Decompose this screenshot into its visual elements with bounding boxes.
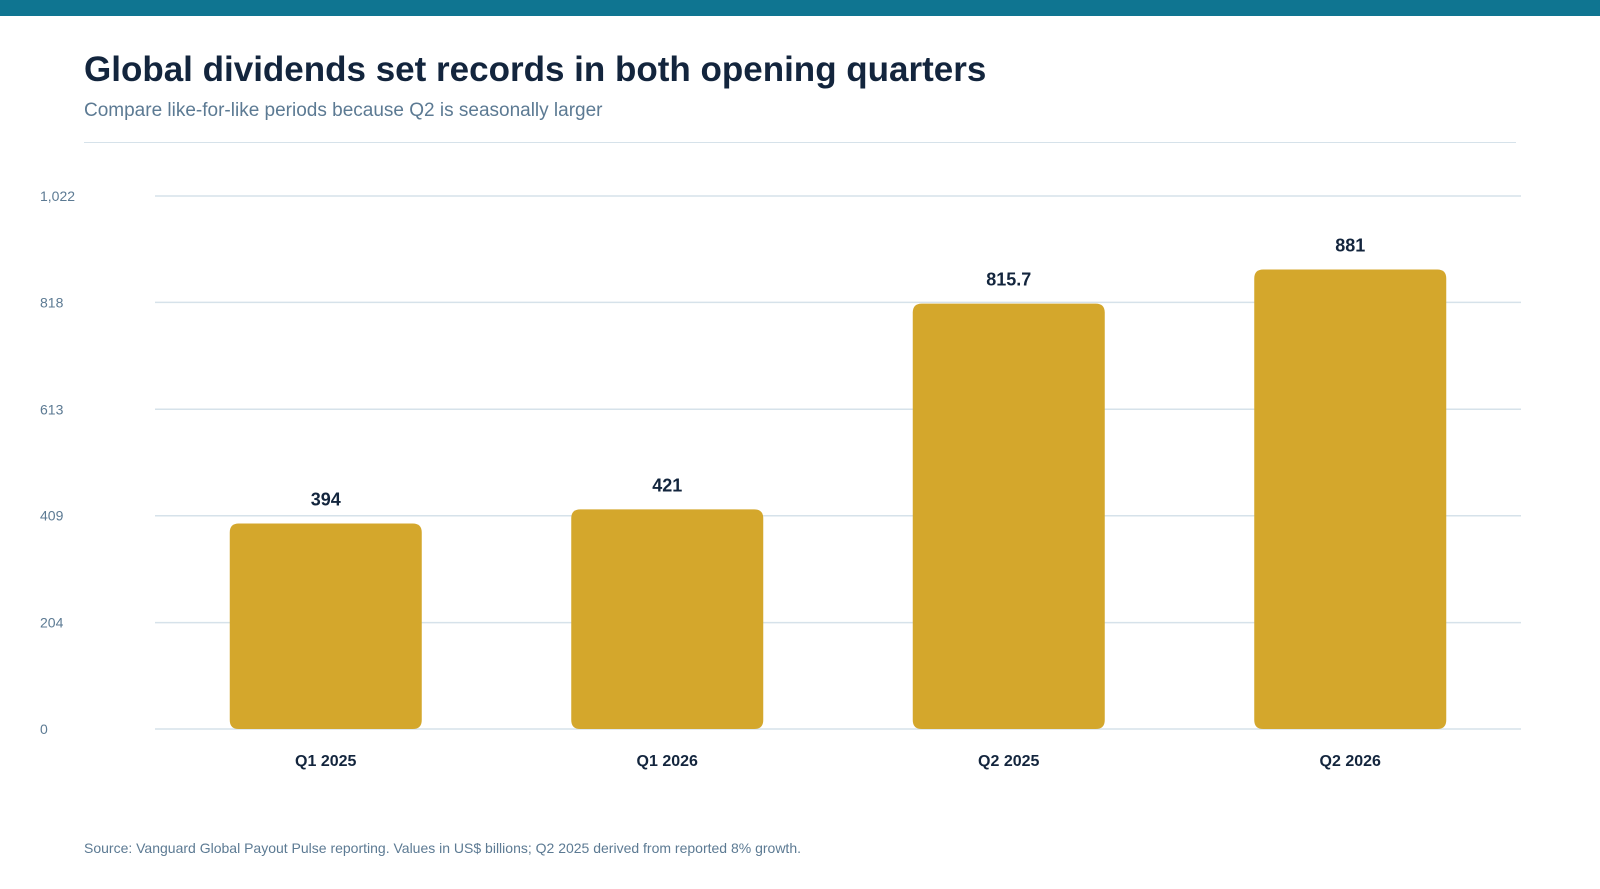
data-label: 421: [652, 475, 682, 495]
y-axis-ticks: 0 204 409 613 818 1,022: [40, 188, 75, 737]
y-tick-label: 409: [40, 508, 64, 524]
y-tick-label: 0: [40, 721, 48, 737]
bar-q1-2026: [571, 509, 764, 729]
x-tick-label: Q2 2026: [1320, 753, 1381, 770]
bar-q1-2025: [229, 523, 422, 729]
chart-title: Global dividends set records in both ope…: [84, 50, 987, 89]
chart-subtitle: Compare like-for-like periods because Q2…: [84, 100, 603, 121]
y-tick-label: 613: [40, 401, 64, 417]
x-tick-label: Q2 2025: [978, 753, 1039, 770]
y-tick-label: 204: [40, 615, 64, 631]
header-divider: [84, 142, 1516, 143]
data-label: 815.7: [986, 270, 1031, 290]
bar-q2-2026: [1254, 269, 1447, 729]
data-label: 881: [1335, 236, 1365, 256]
x-axis-ticks: Q1 2025 Q1 2026 Q2 2025 Q2 2026: [295, 753, 1381, 770]
y-tick-label: 1,022: [40, 188, 75, 204]
x-tick-label: Q1 2025: [295, 753, 356, 770]
y-tick-label: 818: [40, 294, 64, 310]
x-tick-label: Q1 2026: [637, 753, 698, 770]
top-accent-bar: [0, 0, 1600, 16]
source-note: Source: Vanguard Global Payout Pulse rep…: [84, 840, 801, 856]
data-labels: 394 421 815.7 881: [311, 236, 1366, 510]
bars: [229, 269, 1447, 729]
bar-q2-2025: [912, 303, 1105, 729]
data-label: 394: [311, 490, 341, 510]
